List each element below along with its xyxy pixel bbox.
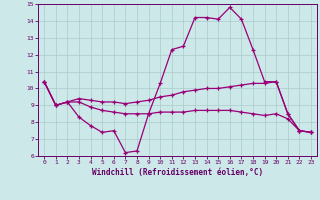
X-axis label: Windchill (Refroidissement éolien,°C): Windchill (Refroidissement éolien,°C) [92,168,263,177]
